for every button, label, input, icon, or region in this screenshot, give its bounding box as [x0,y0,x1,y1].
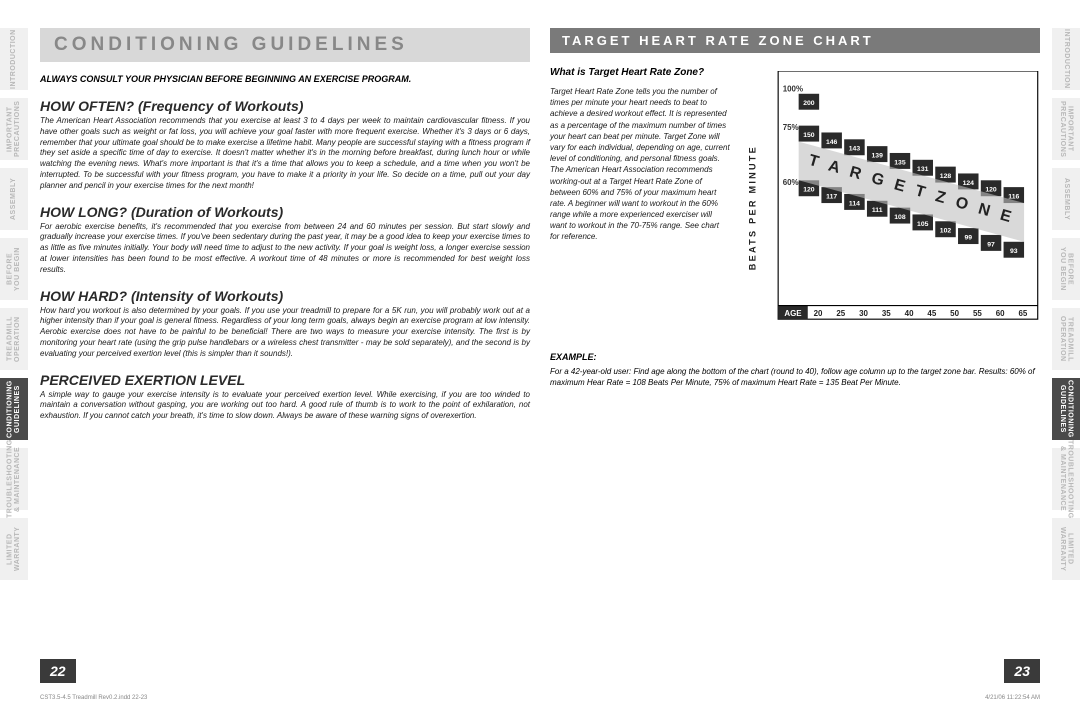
svg-text:93: 93 [1010,248,1018,255]
tab-troubleshooting[interactable]: TROUBLESHOOTING& MAINTENANCE [0,448,28,510]
svg-text:102: 102 [940,228,952,235]
footer-right: 4/21/06 11:22:54 AM [985,695,1040,701]
section-head: PERCEIVED EXERTION LEVEL [40,372,530,388]
svg-text:40: 40 [905,309,914,318]
svg-text:131: 131 [917,166,929,173]
svg-text:75%: 75% [783,123,799,132]
subtitle: TARGET HEART RATE ZONE CHART [562,33,1028,48]
section-body: For aerobic exercise benefits, it's reco… [40,222,530,276]
footer-left: CST3.5-4.5 Treadmill Rev0.2.indd 22-23 [40,695,147,701]
tab-important[interactable]: IMPORTANTPRECAUTIONS [1052,98,1080,160]
svg-text:100%: 100% [783,84,803,93]
svg-text:117: 117 [826,194,837,201]
svg-text:50: 50 [950,309,959,318]
section-head: HOW OFTEN? (Frequency of Workouts) [40,98,530,114]
left-page: CONDITIONING GUIDELINES ALWAYS CONSULT Y… [40,0,530,711]
svg-text:30: 30 [859,309,868,318]
section-body: The American Heart Association recommend… [40,116,530,192]
section-body: How hard you workout is also determined … [40,306,530,360]
svg-text:BEATS PER MINUTE: BEATS PER MINUTE [747,145,757,270]
tab-treadmill[interactable]: TREADMILLOPERATION [0,308,28,370]
page-title-bar: CONDITIONING GUIDELINES [40,28,530,62]
svg-text:139: 139 [871,153,883,160]
svg-text:150: 150 [803,132,815,139]
page-title: CONDITIONING GUIDELINES [54,34,516,56]
svg-text:AGE: AGE [784,309,801,318]
example-head: EXAMPLE: [550,352,1040,362]
tab-treadmill[interactable]: TREADMILLOPERATION [1052,308,1080,370]
svg-text:45: 45 [927,309,936,318]
section-body: A simple way to gauge your exercise inte… [40,390,530,422]
left-tabs: INTRODUCTION IMPORTANTPRECAUTIONS ASSEMBLY… [0,0,28,711]
right-tabs: INTRODUCTION IMPORTANTPRECAUTIONS ASSEMBLY… [1052,0,1080,711]
example-body: For a 42-year-old user: Find age along t… [550,366,1040,388]
tab-conditioning[interactable]: CONDITIONINGGUIDELINES [1052,378,1080,440]
heart-rate-chart: BEATS PER MINUTE 100% 75% 60% 200 150 146 143 13… [744,67,1040,338]
section-head: HOW HARD? (Intensity of Workouts) [40,288,530,304]
tab-important[interactable]: IMPORTANTPRECAUTIONS [0,98,28,160]
tab-before[interactable]: BEFOREYOU BEGIN [1052,238,1080,300]
tab-limited[interactable]: LIMITEDWARRANTY [0,518,28,580]
svg-text:65: 65 [1018,309,1027,318]
tab-introduction[interactable]: INTRODUCTION [1052,28,1080,90]
svg-text:143: 143 [849,146,861,153]
svg-text:120: 120 [803,187,815,194]
disclaimer: ALWAYS CONSULT YOUR PHYSICIAN BEFORE BEG… [40,74,530,84]
svg-text:108: 108 [894,214,906,221]
question-body: Target Heart Rate Zone tells you the num… [550,86,730,243]
svg-text:135: 135 [894,159,906,166]
tab-troubleshooting[interactable]: TROUBLESHOOTING& MAINTENANCE [1052,448,1080,510]
svg-text:60%: 60% [783,178,799,187]
svg-text:99: 99 [964,234,972,241]
subtitle-bar: TARGET HEART RATE ZONE CHART [550,28,1040,53]
tab-conditioning[interactable]: CONDITIONINGGUIDELINES [0,378,28,440]
svg-text:60: 60 [996,309,1005,318]
svg-text:111: 111 [872,207,883,214]
svg-text:120: 120 [985,187,997,194]
question-head: What is Target Heart Rate Zone? [550,67,730,78]
right-page: TARGET HEART RATE ZONE CHART What is Tar… [550,0,1040,711]
tab-assembly[interactable]: ASSEMBLY [1052,168,1080,230]
tab-introduction[interactable]: INTRODUCTION [0,28,28,90]
svg-text:146: 146 [826,139,838,146]
tab-before[interactable]: BEFOREYOU BEGIN [0,238,28,300]
svg-text:55: 55 [973,309,982,318]
tab-assembly[interactable]: ASSEMBLY [0,168,28,230]
svg-text:35: 35 [882,309,891,318]
svg-text:20: 20 [814,309,823,318]
svg-text:25: 25 [836,309,845,318]
page-number-right: 23 [1004,659,1040,683]
svg-text:105: 105 [917,221,929,228]
svg-text:200: 200 [803,100,815,107]
svg-text:97: 97 [987,241,995,248]
svg-text:114: 114 [849,200,860,207]
tab-limited[interactable]: LIMITEDWARRANTY [1052,518,1080,580]
section-head: HOW LONG? (Duration of Workouts) [40,204,530,220]
page-number-left: 22 [40,659,76,683]
footer: CST3.5-4.5 Treadmill Rev0.2.indd 22-23 4… [40,695,1040,701]
svg-text:128: 128 [940,173,952,180]
svg-text:124: 124 [963,180,975,187]
